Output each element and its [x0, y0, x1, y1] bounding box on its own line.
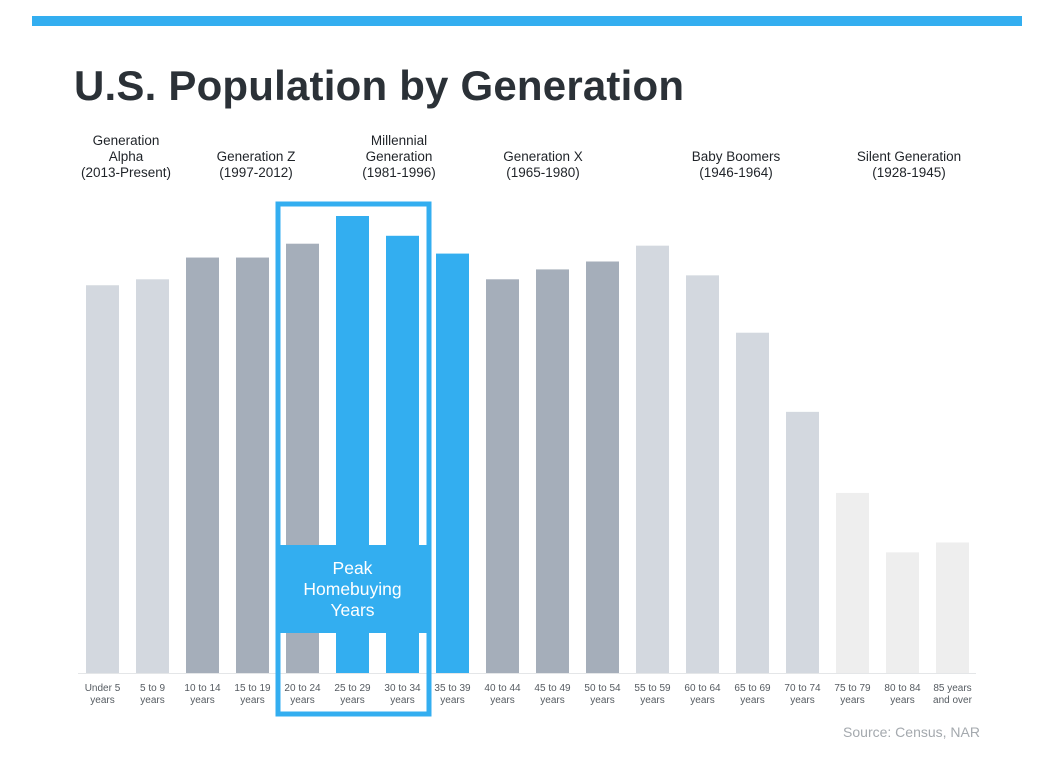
bars — [86, 216, 969, 674]
tick-label: 65 to 69 — [734, 683, 771, 694]
tick-label: 55 to 59 — [634, 683, 671, 694]
page-title: U.S. Population by Generation — [74, 62, 685, 109]
tick-label: 60 to 64 — [684, 683, 721, 694]
generation-label: Alpha — [109, 149, 144, 164]
generation-label: Generation — [366, 149, 433, 164]
tick-label: years — [190, 695, 214, 706]
bar-5-to-9-years — [136, 279, 169, 673]
tick-label: years — [340, 695, 364, 706]
bar-50-to-54-years — [586, 261, 619, 673]
bar-60-to-64-years — [686, 275, 719, 673]
tick-label: years — [590, 695, 614, 706]
tick-label: years — [840, 695, 864, 706]
bar-85-years-and-over — [936, 542, 969, 673]
bar-10-to-14-years — [186, 257, 219, 673]
bar-70-to-74-years — [786, 411, 819, 673]
bar-15-to-19-years — [236, 257, 269, 673]
generation-label: Generation — [93, 133, 160, 148]
top-accent-bar — [32, 16, 1022, 26]
tick-label: 15 to 19 — [234, 683, 271, 694]
bar-80-to-84-years — [886, 552, 919, 673]
tick-label: 70 to 74 — [784, 683, 821, 694]
tick-label: years — [390, 695, 414, 706]
tick-label: years — [490, 695, 514, 706]
tick-label: years — [240, 695, 264, 706]
tick-label: years — [90, 695, 114, 706]
tick-label: 85 years — [933, 683, 971, 694]
tick-label: and over — [933, 695, 973, 706]
generation-label: Baby Boomers — [692, 149, 781, 164]
tick-label: 10 to 14 — [184, 683, 221, 694]
bar-40-to-44-years — [486, 279, 519, 673]
bar-45-to-49-years — [536, 269, 569, 673]
generation-labels: GenerationAlpha(2013-Present)Generation … — [81, 133, 961, 180]
bar-under-5-years — [86, 285, 119, 673]
generation-label: (1981-1996) — [362, 165, 436, 180]
generation-label: Silent Generation — [857, 149, 961, 164]
tick-label: years — [290, 695, 314, 706]
source-note: Source: Census, NAR — [843, 724, 980, 740]
generation-label: Generation Z — [217, 149, 296, 164]
tick-label: 35 to 39 — [434, 683, 471, 694]
tick-label: years — [140, 695, 164, 706]
tick-label: 20 to 24 — [284, 683, 321, 694]
tick-label: 40 to 44 — [484, 683, 521, 694]
bar-35-to-39-years — [436, 253, 469, 673]
bar-55-to-59-years — [636, 245, 669, 673]
tick-label: 45 to 49 — [534, 683, 571, 694]
peak-homebuying-label: Peak Homebuying Years — [278, 545, 427, 633]
generation-label: (1946-1964) — [699, 165, 773, 180]
generation-label: Generation X — [503, 149, 583, 164]
tick-label: years — [740, 695, 764, 706]
tick-label: 75 to 79 — [834, 683, 871, 694]
tick-label: years — [890, 695, 914, 706]
tick-label: 30 to 34 — [384, 683, 421, 694]
generation-label: (1928-1945) — [872, 165, 946, 180]
generation-label: (1965-1980) — [506, 165, 580, 180]
tick-label: 80 to 84 — [884, 683, 921, 694]
tick-label: Under 5 — [85, 683, 121, 694]
tick-label: 50 to 54 — [584, 683, 621, 694]
bar-65-to-69-years — [736, 332, 769, 673]
generation-label: (2013-Present) — [81, 165, 171, 180]
peak-homebuying-highlight-box — [275, 201, 432, 717]
generation-label: Millennial — [371, 133, 427, 148]
tick-label: years — [640, 695, 664, 706]
bar-75-to-79-years — [836, 492, 869, 673]
tick-label: 5 to 9 — [140, 683, 165, 694]
tick-label: years — [690, 695, 714, 706]
tick-label: years — [790, 695, 814, 706]
generation-label: (1997-2012) — [219, 165, 293, 180]
tick-label: years — [440, 695, 464, 706]
tick-label: years — [540, 695, 564, 706]
tick-label: 25 to 29 — [334, 683, 371, 694]
